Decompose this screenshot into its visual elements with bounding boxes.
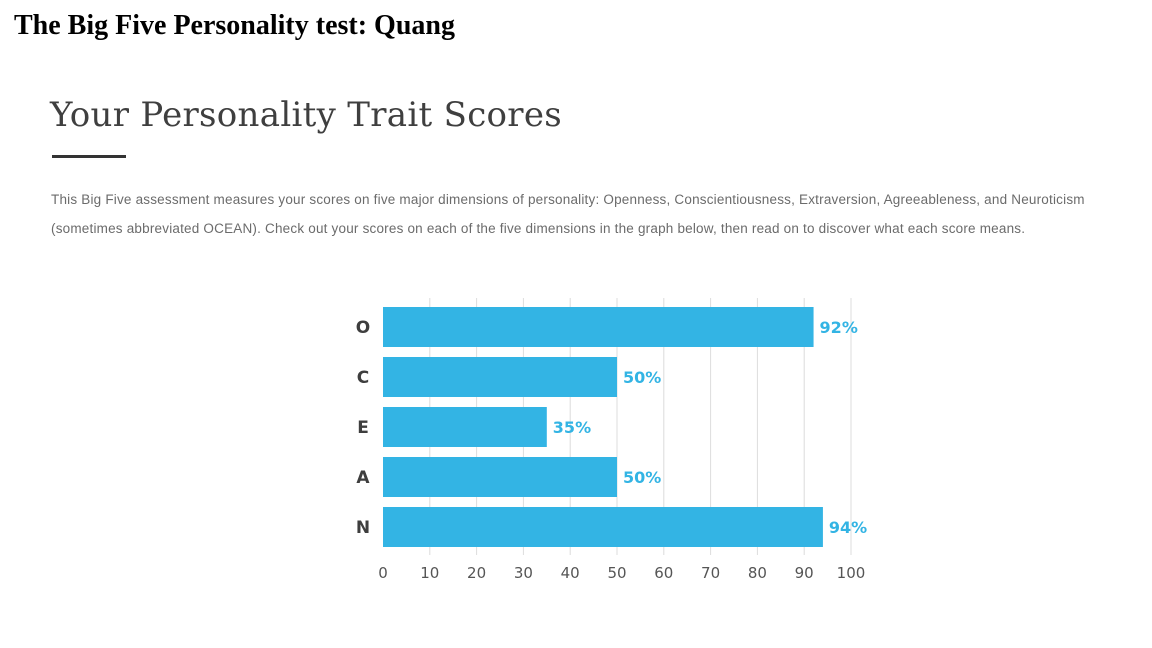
value-label: 35% [553,418,591,437]
bar-e [383,407,547,447]
bar-c [383,357,617,397]
x-tick-label: 30 [514,564,533,582]
value-label: 94% [829,518,867,537]
x-tick-label: 20 [467,564,486,582]
bar-n [383,507,823,547]
intro-paragraph: This Big Five assessment measures your s… [51,192,1085,236]
value-label: 50% [623,368,661,387]
x-tick-label: 50 [607,564,626,582]
x-tick-label: 60 [654,564,673,582]
bar-a [383,457,617,497]
category-label: N [356,518,370,538]
trait-score-chart: O 92% C 50% E 35% A 50% N 94% 0 10 20 30 40 50 60 70 80 90 1… [356,298,867,582]
bar-o [383,307,814,347]
x-tick-label: 80 [748,564,767,582]
category-label: C [357,368,369,388]
value-label: 92% [820,318,858,337]
section-heading: Your Personality Trait Scores [50,95,563,135]
heading-underline [52,155,126,158]
x-tick-label: 40 [561,564,580,582]
x-tick-label: 100 [837,564,866,582]
x-tick-label: 90 [795,564,814,582]
value-label: 50% [623,468,661,487]
document-title: The Big Five Personality test: Quang [14,10,455,41]
x-tick-label: 70 [701,564,720,582]
category-label: E [357,418,369,438]
category-label: O [356,318,370,338]
category-label: A [356,468,370,488]
x-tick-label: 10 [420,564,439,582]
x-tick-label: 0 [378,564,388,582]
